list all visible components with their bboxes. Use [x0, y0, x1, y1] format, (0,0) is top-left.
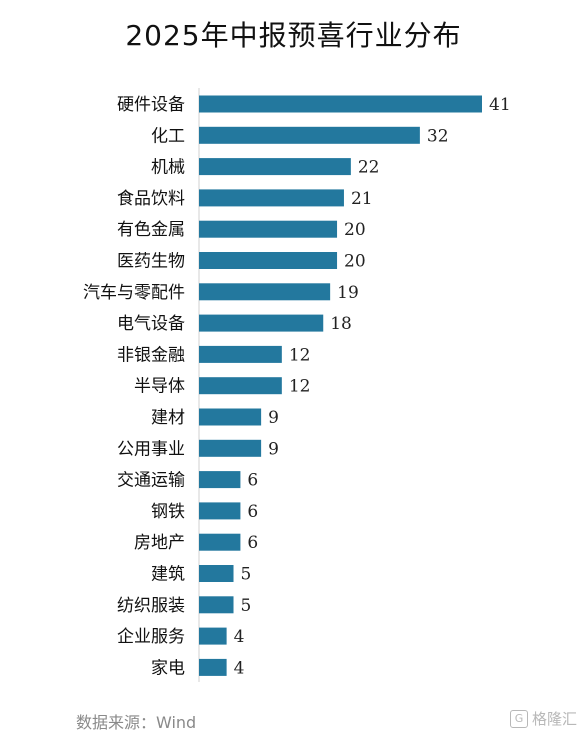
bar	[199, 658, 227, 676]
category-label: 纺织服装	[117, 596, 185, 616]
bar	[199, 408, 262, 426]
bar	[199, 126, 420, 144]
data-label: 5	[241, 565, 252, 585]
bar	[199, 158, 351, 176]
bar	[199, 439, 262, 457]
category-label: 化工	[151, 126, 185, 146]
category-label: 建材	[151, 408, 185, 428]
data-label: 32	[427, 126, 449, 146]
data-label: 12	[289, 377, 311, 397]
bar	[199, 533, 241, 551]
data-label: 20	[344, 220, 366, 240]
bar	[199, 596, 234, 614]
category-label: 机械	[151, 158, 185, 178]
bar	[199, 314, 324, 332]
data-label: 5	[241, 596, 252, 616]
bar	[199, 345, 282, 363]
watermark: G 格隆汇	[510, 708, 577, 729]
source-note: 数据来源：Wind	[76, 713, 197, 732]
bar	[199, 471, 241, 489]
bar	[199, 565, 234, 582]
category-label: 钢铁	[151, 502, 185, 522]
chart-title: 2025年中报预喜行业分布	[125, 19, 462, 52]
category-label: 汽车与零配件	[83, 283, 185, 303]
data-label: 41	[489, 95, 511, 115]
category-label: 交通运输	[117, 471, 185, 491]
category-label: 家电	[151, 658, 185, 678]
bar	[199, 377, 282, 395]
category-label: 食品饮料	[117, 189, 185, 209]
data-label: 18	[330, 314, 352, 334]
bar	[199, 95, 482, 113]
data-label: 6	[247, 471, 258, 491]
category-label: 非银金融	[117, 345, 185, 365]
data-label: 9	[268, 408, 279, 428]
category-label: 医药生物	[117, 252, 185, 272]
bar	[199, 502, 241, 520]
category-label: 硬件设备	[117, 95, 185, 115]
data-label: 19	[337, 283, 359, 303]
data-label: 4	[234, 627, 245, 647]
watermark-text: 格隆汇	[532, 710, 578, 728]
data-label: 9	[268, 439, 279, 459]
data-label: 21	[351, 189, 373, 209]
category-label: 企业服务	[117, 627, 185, 647]
data-label: 12	[289, 345, 311, 365]
bar	[199, 627, 227, 645]
category-label: 公用事业	[117, 439, 185, 459]
data-label: 6	[247, 502, 258, 522]
bar-chart: 硬件设备 41 化工 32 机械 22 食品饮料 21 有色金属 20 医药生物 20 汽车与零配件 19…	[83, 88, 511, 682]
category-label: 建筑	[151, 565, 185, 585]
bar	[199, 189, 344, 207]
category-label: 半导体	[134, 377, 185, 397]
data-label: 4	[234, 658, 245, 678]
bar	[199, 283, 331, 301]
category-label: 房地产	[134, 533, 185, 553]
category-label: 电气设备	[117, 314, 185, 334]
category-label: 有色金属	[117, 220, 185, 240]
data-label: 20	[344, 252, 366, 272]
bar	[199, 220, 338, 238]
data-label: 6	[247, 533, 258, 553]
data-label: 22	[358, 158, 380, 178]
watermark-logo-icon: G	[510, 709, 528, 728]
bar	[199, 252, 338, 269]
